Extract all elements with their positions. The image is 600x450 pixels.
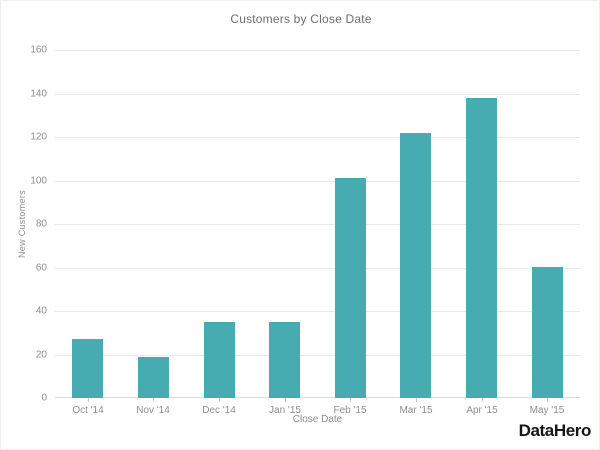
gridline-y-100	[55, 181, 580, 182]
x-tick	[482, 398, 483, 402]
x-tick-label-6: Apr '15	[466, 405, 498, 416]
bar-feb--15	[335, 178, 366, 398]
x-tick-label-4: Feb '15	[333, 405, 367, 416]
gridline-y-40	[55, 311, 580, 312]
gridline-y-140	[55, 94, 580, 95]
bar-may--15	[532, 267, 563, 398]
bar-dec--14	[204, 322, 235, 398]
plot-area: 0 20 40 60 80 100 120 140 160 Oct '14 Nov '14 Dec '…	[30, 45, 580, 416]
gridline-y-80	[55, 224, 580, 225]
gridline-y-60	[55, 268, 580, 269]
x-tick	[350, 398, 351, 402]
gridline-y-20	[55, 355, 580, 356]
gridline-y-0	[55, 397, 580, 398]
y-tick-label-60: 60	[35, 262, 47, 274]
x-tick-label-0: Oct '14	[72, 405, 104, 416]
bar-oct--14	[72, 339, 103, 398]
y-tick-label-0: 0	[41, 392, 47, 404]
x-tick	[88, 398, 89, 402]
y-tick-label-100: 100	[30, 175, 47, 187]
bar-nov--14	[138, 357, 169, 398]
y-tick-label-120: 120	[30, 131, 47, 143]
bar-mar--15	[400, 133, 431, 398]
y-tick-label-80: 80	[35, 218, 47, 230]
datahero-logo: DataHero	[518, 421, 592, 440]
x-tick	[219, 398, 220, 402]
gridline-y-120	[55, 137, 580, 138]
y-tick-label-140: 140	[30, 88, 47, 100]
x-tick	[285, 398, 286, 402]
x-tick	[416, 398, 417, 402]
x-tick-label-1: Nov '14	[136, 405, 170, 416]
y-tick-label-160: 160	[30, 44, 47, 56]
chart-title: Customers by Close Date	[230, 12, 372, 26]
gridline-y-160	[55, 50, 580, 51]
x-tick-label-3: Jan '15	[269, 405, 301, 416]
bar-apr--15	[466, 98, 497, 398]
x-tick-label-2: Dec '14	[202, 405, 236, 416]
bar-jan--15	[269, 322, 300, 398]
y-tick-label-20: 20	[35, 349, 47, 361]
x-tick-label-5: Mar '15	[399, 405, 433, 416]
x-axis-title: Close Date	[292, 414, 343, 425]
x-tick-label-7: May '15	[529, 405, 565, 416]
x-tick	[547, 398, 548, 402]
x-tick	[153, 398, 154, 402]
y-tick-label-40: 40	[35, 305, 47, 317]
